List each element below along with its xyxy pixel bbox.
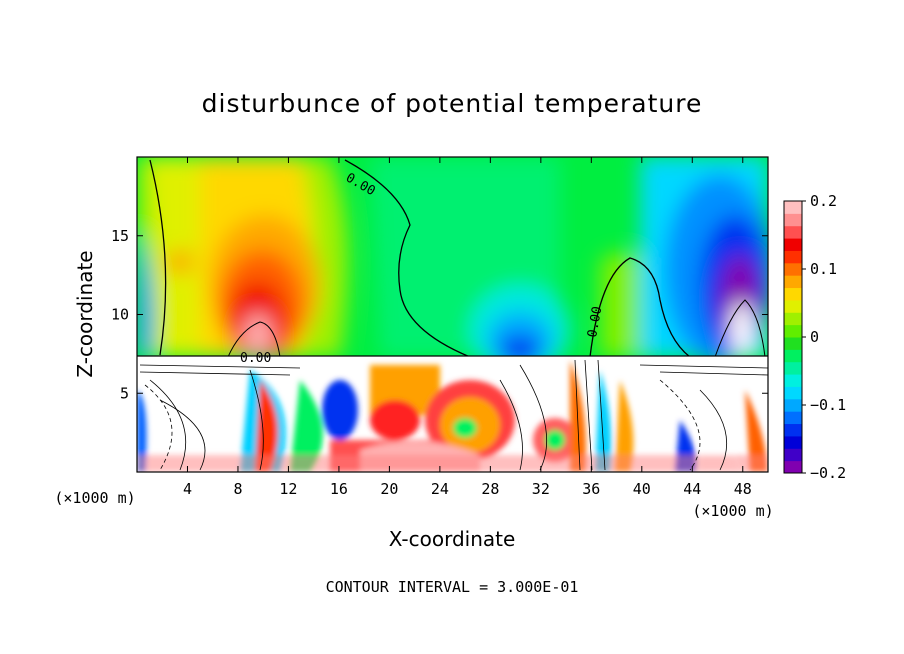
- x-axis-title: X-coordinate: [389, 527, 516, 551]
- upper-field: [137, 157, 768, 357]
- colorbar-swatch: [784, 299, 802, 313]
- colorbar-swatch: [784, 398, 802, 412]
- colorbar-swatch: [784, 361, 802, 375]
- colorbar-swatch: [784, 337, 802, 350]
- colorbar-swatch: [784, 213, 802, 227]
- colorbar-swatch: [784, 238, 802, 251]
- colorbar-tick-label: 0: [810, 328, 819, 346]
- x-tick-label: 48: [734, 480, 752, 498]
- colorbar-swatch: [784, 374, 802, 387]
- y-tick-label: 5: [120, 384, 129, 402]
- contour-interval-note: CONTOUR INTERVAL = 3.000E-01: [326, 578, 579, 596]
- x-unit-label-left: (×1000 m): [54, 489, 135, 507]
- x-tick-label: 32: [532, 480, 550, 498]
- colorbar-swatch: [784, 435, 802, 449]
- colorbar-swatch: [784, 262, 802, 276]
- colorbar-swatch: [784, 225, 802, 239]
- contour-label: 0.00: [585, 305, 605, 338]
- colorbar: 0.2 0.1 0 −0.1 −0.2: [783, 192, 846, 482]
- x-tick-label: 12: [279, 480, 297, 498]
- x-tick-label: 44: [683, 480, 701, 498]
- colorbar-swatch: [784, 460, 802, 474]
- x-axis: 4 8 12 16 20 24 28 32 36 40 44 48: [183, 157, 752, 498]
- x-tick-label: 8: [233, 480, 242, 498]
- x-tick-label: 16: [330, 480, 348, 498]
- colorbar-tick-label: −0.2: [810, 464, 846, 482]
- y-tick-label: 15: [111, 227, 129, 245]
- colorbar-swatch: [784, 312, 802, 326]
- x-tick-label: 24: [431, 480, 449, 498]
- colorbar-swatch: [784, 386, 802, 400]
- lower-field: [137, 356, 768, 472]
- colorbar-tick-label: 0.2: [810, 192, 837, 210]
- y-axis-title: Z-coordinate: [73, 250, 97, 377]
- colorbar-swatch: [784, 250, 802, 264]
- x-unit-label-right: (×1000 m): [692, 502, 773, 520]
- x-tick-label: 36: [582, 480, 600, 498]
- colorbar-tick-label: −0.1: [810, 396, 846, 414]
- colorbar-swatch: [784, 201, 802, 214]
- colorbar-swatch: [784, 287, 802, 301]
- x-tick-label: 4: [183, 480, 192, 498]
- colorbar-swatch: [784, 275, 802, 289]
- contour-label: 0.00: [240, 351, 271, 366]
- plot-area: 0.00 0.00 0.00: [136, 156, 769, 473]
- colorbar-swatch: [784, 324, 802, 338]
- colorbar-swatch: [784, 349, 802, 363]
- colorbar-tick-label: 0.1: [810, 260, 837, 278]
- y-tick-label: 10: [111, 306, 129, 324]
- colorbar-swatch: [784, 411, 802, 425]
- colorbar-swatch: [784, 423, 802, 437]
- x-tick-label: 28: [481, 480, 499, 498]
- colorbar-swatch: [784, 448, 802, 462]
- y-axis: 5 10 15: [111, 227, 768, 402]
- chart-title: disturbunce of potential temperature: [202, 89, 703, 118]
- x-tick-label: 20: [380, 480, 398, 498]
- x-tick-label: 40: [633, 480, 651, 498]
